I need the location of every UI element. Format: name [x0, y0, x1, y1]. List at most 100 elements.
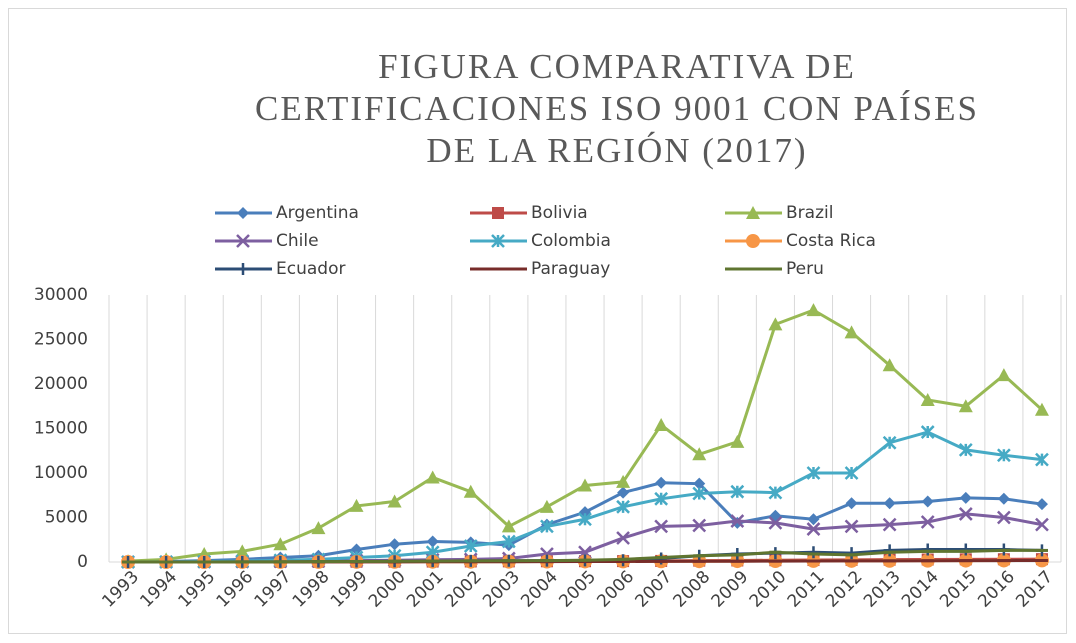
marker [768, 515, 783, 530]
x-tick-label: 2006 [593, 567, 638, 612]
y-tick-label: 25000 [34, 330, 88, 350]
marker [730, 434, 745, 448]
legend-label: Chile [276, 231, 319, 251]
marker [1034, 402, 1049, 416]
x-tick-label: 2005 [555, 567, 600, 612]
marker [491, 234, 505, 248]
marker [578, 512, 592, 527]
marker [882, 358, 897, 372]
marker [616, 474, 631, 488]
y-tick-label: 20000 [34, 374, 88, 394]
marker [882, 517, 897, 532]
x-tick-label: 2012 [822, 567, 867, 612]
x-tick-label: 1994 [136, 567, 181, 612]
y-tick-label: 10000 [34, 463, 88, 483]
marker [806, 522, 821, 536]
marker [616, 499, 630, 514]
marker [655, 476, 668, 489]
x-tick-label: 2000 [365, 567, 410, 612]
x-tick-label: 2013 [860, 567, 905, 612]
marker [237, 263, 249, 275]
marker [959, 543, 972, 556]
legend-label: Bolivia [531, 203, 588, 223]
marker [958, 399, 973, 413]
legend-label: Peru [786, 259, 824, 279]
marker [349, 498, 364, 512]
x-tick-label: 2010 [746, 567, 791, 612]
legend-label: Ecuador [276, 259, 345, 279]
marker [426, 535, 439, 548]
x-tick-label: 1998 [289, 567, 334, 612]
x-tick-label: 2016 [974, 567, 1019, 612]
x-tick-label: 2001 [403, 567, 448, 612]
marker [996, 510, 1011, 525]
x-tick-label: 2014 [898, 567, 943, 612]
x-tick-label: 2011 [784, 567, 829, 612]
marker [616, 531, 630, 545]
marker [920, 515, 935, 529]
marker [806, 466, 821, 480]
marker [540, 519, 554, 534]
x-tick-label: 1999 [327, 567, 372, 612]
line [128, 430, 1043, 564]
y-tick-label: 5000 [45, 508, 88, 528]
legend-label: Colombia [531, 231, 611, 251]
marker [921, 495, 934, 508]
marker [273, 537, 288, 551]
marker [845, 497, 858, 510]
marker [959, 491, 972, 504]
marker [501, 534, 516, 549]
marker [617, 486, 630, 499]
marker [882, 435, 897, 450]
marker [539, 499, 554, 513]
x-tick-label: 2002 [441, 567, 486, 612]
x-tick-label: 1995 [175, 567, 220, 612]
marker [807, 513, 820, 526]
marker [844, 519, 859, 534]
marker [921, 543, 934, 556]
marker [806, 303, 821, 317]
x-tick-label: 2017 [1012, 567, 1057, 612]
marker [1035, 498, 1048, 511]
chart-title: FIGURA COMPARATIVA DE CERTIFICACIONES IS… [255, 47, 979, 170]
marker [492, 207, 504, 219]
marker [237, 207, 249, 219]
marker [1035, 452, 1049, 467]
marker [807, 546, 820, 559]
marker [920, 393, 935, 407]
marker [883, 544, 896, 557]
marker [1035, 517, 1049, 532]
marker [463, 484, 478, 498]
marker [996, 448, 1011, 463]
marker [768, 485, 783, 500]
marker [654, 519, 669, 534]
marker [730, 484, 745, 499]
series [121, 303, 1049, 568]
series [122, 548, 1048, 564]
marker [844, 466, 859, 480]
marker [746, 234, 760, 248]
marker [958, 507, 973, 521]
y-tick-label: 15000 [34, 419, 88, 439]
marker [236, 234, 250, 248]
marker [920, 425, 935, 439]
marker [311, 521, 326, 535]
marker [883, 497, 896, 510]
marker [768, 317, 783, 331]
marker [844, 325, 859, 339]
marker [746, 206, 760, 219]
marker [958, 442, 973, 457]
x-tick-label: 1996 [213, 567, 258, 612]
legend-label: Brazil [786, 203, 833, 223]
marker [654, 417, 669, 431]
x-tick-label: 1993 [98, 567, 143, 612]
marker [730, 514, 745, 528]
y-tick-label: 0 [77, 552, 88, 572]
marker [578, 478, 592, 492]
marker [387, 494, 402, 508]
y-tick-label: 30000 [34, 285, 88, 305]
marker [692, 518, 707, 533]
marker [501, 519, 516, 533]
marker [463, 539, 478, 553]
x-tick-label: 2004 [517, 567, 562, 612]
